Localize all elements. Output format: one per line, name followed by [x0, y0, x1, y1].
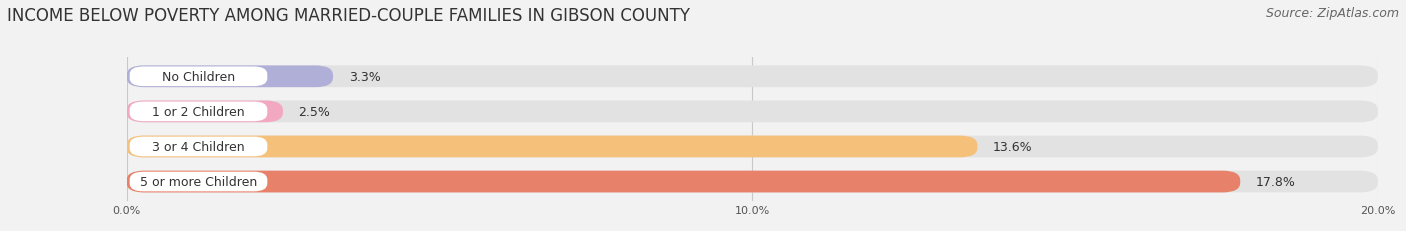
Text: 1 or 2 Children: 1 or 2 Children [152, 105, 245, 118]
FancyBboxPatch shape [127, 101, 1378, 123]
FancyBboxPatch shape [129, 137, 267, 157]
Text: 3 or 4 Children: 3 or 4 Children [152, 140, 245, 153]
Text: INCOME BELOW POVERTY AMONG MARRIED-COUPLE FAMILIES IN GIBSON COUNTY: INCOME BELOW POVERTY AMONG MARRIED-COUPL… [7, 7, 690, 25]
FancyBboxPatch shape [129, 102, 267, 122]
FancyBboxPatch shape [127, 136, 1378, 158]
Text: 13.6%: 13.6% [993, 140, 1033, 153]
FancyBboxPatch shape [127, 136, 977, 158]
Text: 2.5%: 2.5% [298, 105, 330, 118]
FancyBboxPatch shape [129, 172, 267, 191]
Text: 5 or more Children: 5 or more Children [139, 175, 257, 188]
Text: No Children: No Children [162, 70, 235, 83]
FancyBboxPatch shape [127, 66, 1378, 88]
FancyBboxPatch shape [129, 67, 267, 87]
FancyBboxPatch shape [127, 66, 333, 88]
Text: 3.3%: 3.3% [349, 70, 381, 83]
Text: 17.8%: 17.8% [1256, 175, 1296, 188]
FancyBboxPatch shape [127, 171, 1240, 193]
FancyBboxPatch shape [127, 101, 283, 123]
Text: Source: ZipAtlas.com: Source: ZipAtlas.com [1265, 7, 1399, 20]
FancyBboxPatch shape [127, 171, 1378, 193]
